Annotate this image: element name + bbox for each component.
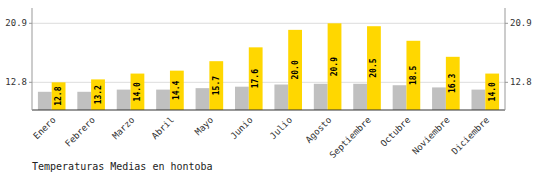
bar bbox=[432, 87, 446, 110]
bar bbox=[406, 41, 420, 110]
y2-tick-label: 12.8 bbox=[510, 77, 532, 87]
data-label: 18.5 bbox=[409, 66, 418, 85]
x-tick-label: Noviembre bbox=[410, 115, 452, 157]
bar bbox=[209, 61, 223, 110]
y-tick-label: 20.9 bbox=[5, 18, 27, 28]
bar bbox=[38, 92, 52, 110]
bar bbox=[131, 74, 145, 110]
bar bbox=[393, 85, 407, 110]
bar bbox=[77, 92, 91, 110]
bar bbox=[274, 85, 288, 111]
x-tick-label: Julio bbox=[268, 115, 294, 141]
bars bbox=[38, 23, 499, 110]
data-label: 17.6 bbox=[251, 69, 260, 88]
grid-line bbox=[32, 23, 505, 24]
bar bbox=[471, 90, 485, 110]
y-tick bbox=[29, 82, 32, 83]
bar bbox=[485, 74, 499, 110]
x-tick-label: Febrero bbox=[63, 115, 97, 149]
bar bbox=[249, 47, 263, 110]
bar bbox=[196, 88, 210, 110]
bar bbox=[314, 84, 328, 110]
bar bbox=[170, 71, 184, 110]
data-label: 20.5 bbox=[369, 58, 378, 77]
x-tick-label: Marzo bbox=[110, 115, 136, 141]
x-tick-label: Enero bbox=[31, 115, 57, 141]
bar bbox=[117, 90, 131, 110]
background bbox=[0, 0, 537, 174]
data-label: 12.8 bbox=[54, 86, 63, 105]
bar bbox=[353, 84, 367, 110]
bar bbox=[52, 82, 66, 110]
y-tick-label: 12.8 bbox=[5, 77, 27, 87]
data-label: 14.0 bbox=[133, 82, 142, 101]
x-axis-line bbox=[32, 109, 505, 110]
data-label: 14.4 bbox=[172, 81, 181, 100]
bar bbox=[367, 26, 381, 110]
y2-tick bbox=[505, 82, 508, 83]
data-label: 16.3 bbox=[448, 74, 457, 93]
data-label: 15.7 bbox=[212, 76, 221, 95]
x-tick-label: Diciembre bbox=[450, 115, 492, 157]
bar bbox=[446, 57, 460, 110]
data-label: 14.0 bbox=[488, 82, 497, 101]
x-tick-label: Septiembre bbox=[328, 115, 373, 160]
x-tick-label: Junio bbox=[229, 115, 255, 141]
chart: 12.8 13.2 14.0 14.4 15.7 17.6 20.0 20.9 20.5 18.5… bbox=[0, 0, 537, 174]
bar bbox=[235, 87, 249, 110]
bar bbox=[156, 90, 170, 110]
bar bbox=[288, 30, 302, 110]
title: Temperaturas Medias en hontoba bbox=[32, 161, 213, 172]
data-label: 20.0 bbox=[291, 60, 300, 79]
bar bbox=[91, 79, 105, 110]
y-tick bbox=[29, 23, 32, 24]
x-tick-label: Mayo bbox=[193, 115, 215, 137]
y2-tick-label: 20.9 bbox=[510, 18, 532, 28]
bar bbox=[328, 23, 342, 110]
data-label: 13.2 bbox=[94, 85, 103, 104]
data-labels: 12.8 13.2 14.0 14.4 15.7 17.6 20.0 20.9 20.5 18.5… bbox=[54, 57, 497, 106]
y2-tick bbox=[505, 23, 508, 24]
x-tick-label: Agosto bbox=[304, 115, 334, 145]
x-tick-label: Octubre bbox=[379, 115, 413, 149]
x-tick-label: Abril bbox=[150, 115, 176, 141]
data-label: 20.9 bbox=[330, 57, 339, 76]
